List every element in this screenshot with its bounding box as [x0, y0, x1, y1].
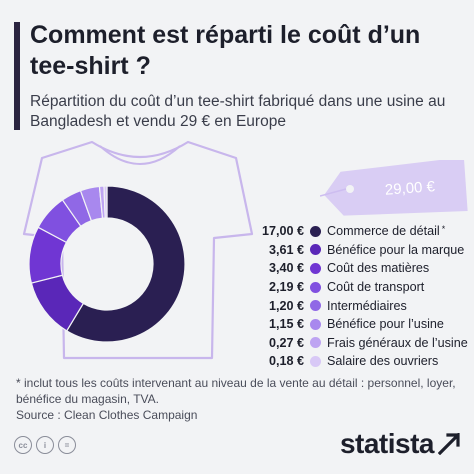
brand-name: statista	[339, 428, 435, 459]
legend-swatch	[310, 244, 321, 256]
legend-value: 3,61 €	[268, 242, 304, 257]
legend-label: Intermédiaires	[327, 298, 407, 313]
legend-label: Commerce de détail *	[327, 224, 446, 239]
attribution-icon[interactable]: i	[36, 436, 54, 454]
legend-label: Bénéfice pour la marque	[327, 242, 465, 257]
legend-item: 1,20 € Intermédiaires	[258, 296, 468, 315]
chart-legend: 17,00 € Commerce de détail * 3,61 € Bénéfice…	[258, 222, 468, 371]
price-tag: 29,00 €	[320, 160, 468, 216]
legend-label: Salaire des ouvriers	[327, 354, 439, 369]
footnote: * inclut tous les coûts intervenant au n…	[16, 376, 456, 406]
legend-value: 17,00 €	[261, 224, 304, 239]
legend-value: 2,19 €	[268, 280, 304, 295]
statista-arrow-icon	[438, 433, 460, 455]
donut-slice-8	[103, 185, 108, 219]
legend-item: 3,61 € Bénéfice pour la marque	[258, 241, 468, 260]
tshirt-collar	[99, 145, 181, 165]
title-accent-bar	[14, 22, 20, 130]
legend-swatch	[310, 355, 321, 367]
legend-label: Coût de transport	[327, 280, 425, 295]
legend-value: 1,15 €	[268, 317, 304, 332]
legend-swatch	[310, 318, 321, 330]
legend-item: 17,00 € Commerce de détail *	[258, 222, 468, 241]
legend-swatch	[310, 262, 321, 274]
price-tag-label: 29,00 €	[384, 178, 436, 198]
legend-footnote-marker: *	[441, 224, 446, 235]
donut-chart	[28, 185, 186, 343]
legend-item: 0,27 € Frais généraux de l’usine	[258, 334, 468, 353]
legend-swatch	[310, 225, 321, 237]
legend-item: 3,40 € Coût des matières	[258, 259, 468, 278]
statista-logo[interactable]: statista	[340, 428, 460, 460]
legend-item: 0,18 € Salaire des ouvriers	[258, 352, 468, 371]
tshirt-illustration	[22, 140, 254, 360]
page-title: Comment est réparti le coût d’un tee-shi…	[30, 21, 421, 80]
legend-swatch	[310, 300, 321, 312]
creative-commons-icon[interactable]: cc	[14, 436, 32, 454]
legend-label: Bénéfice pour l’usine	[327, 317, 444, 332]
legend-label: Coût des matières	[327, 261, 430, 276]
license-icons: cc i =	[14, 436, 76, 454]
donut-slice-1	[65, 185, 186, 343]
legend-value: 0,18 €	[268, 354, 304, 369]
legend-swatch	[310, 337, 321, 349]
no-derivatives-icon[interactable]: =	[58, 436, 76, 454]
legend-item: 1,15 € Bénéfice pour l’usine	[258, 315, 468, 334]
source-text: Source : Clean Clothes Campaign	[16, 408, 198, 422]
page-subtitle: Répartition du coût d’un tee-shirt fabri…	[30, 93, 446, 130]
legend-value: 3,40 €	[268, 261, 304, 276]
legend-item: 2,19 € Coût de transport	[258, 278, 468, 297]
legend-label: Frais généraux de l’usine	[327, 335, 468, 350]
legend-value: 1,20 €	[268, 298, 304, 313]
legend-value: 0,27 €	[268, 335, 304, 350]
legend-swatch	[310, 281, 321, 293]
